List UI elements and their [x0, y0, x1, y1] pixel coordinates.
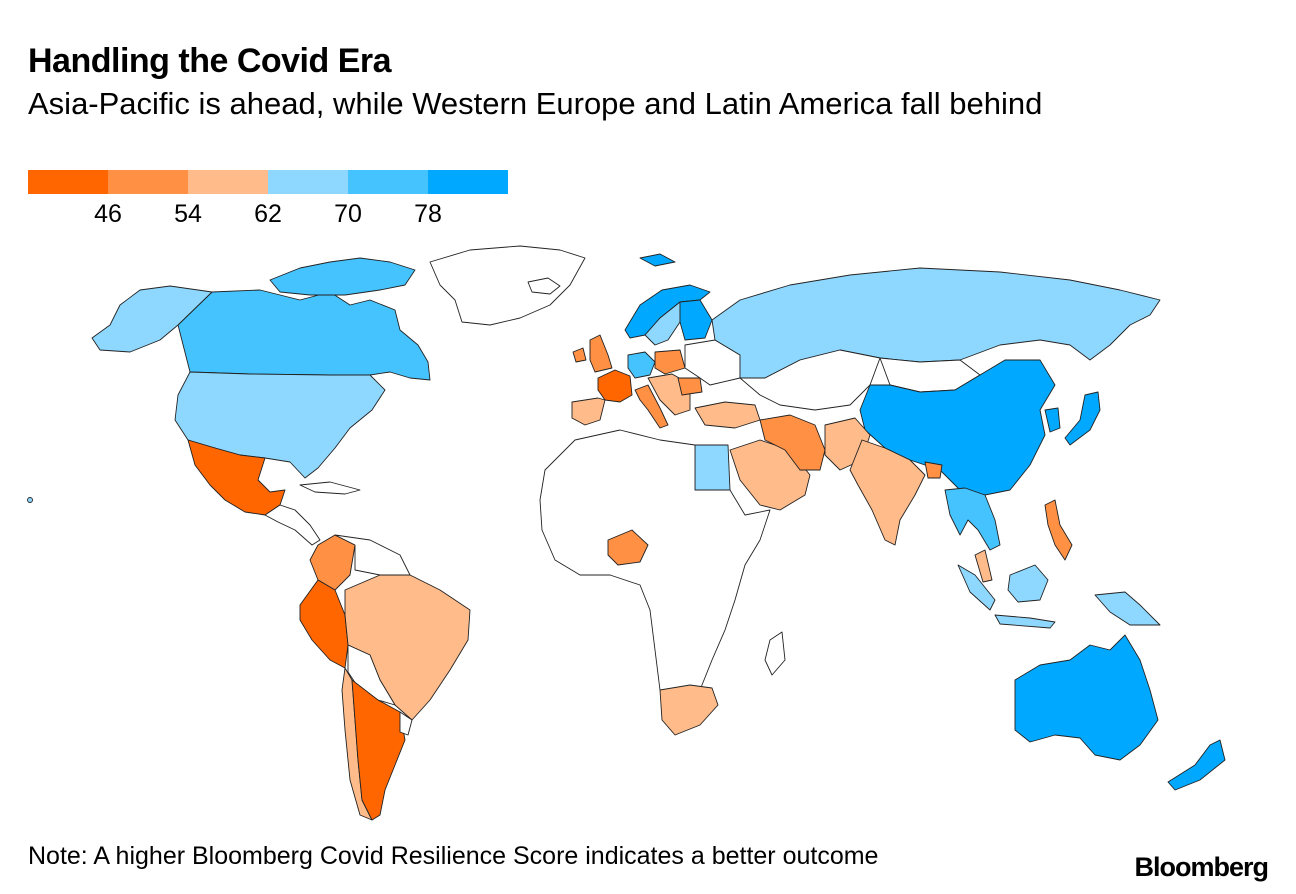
new-zealand [1167, 739, 1226, 791]
iceland [527, 277, 561, 295]
legend-swatch-5 [348, 170, 428, 194]
iran [759, 414, 826, 471]
legend-swatch-4 [268, 170, 348, 194]
india [849, 439, 926, 546]
central-america [264, 504, 321, 546]
legend-tick-2: 54 [174, 200, 202, 228]
germany [627, 351, 656, 379]
new-guinea [1094, 591, 1161, 626]
turkey [694, 401, 761, 429]
japan [1064, 391, 1101, 446]
africa [539, 429, 771, 713]
color-legend: 46 54 62 70 78 [28, 170, 508, 228]
legend-swatch-6 [428, 170, 508, 194]
legend-swatch-3 [188, 170, 268, 194]
bloomberg-logo: Bloomberg [1134, 852, 1269, 882]
uruguay [399, 711, 413, 736]
philippines [1044, 499, 1073, 561]
svalbard [639, 253, 676, 267]
peru [299, 579, 349, 669]
alaska [91, 285, 213, 353]
canada [177, 289, 431, 381]
madagascar [764, 631, 786, 676]
indonesia-sumatra [957, 564, 996, 611]
hawaii [27, 497, 33, 503]
legend-tick-3: 62 [254, 200, 282, 228]
egypt [694, 444, 731, 491]
romania [677, 377, 703, 396]
italy [634, 384, 669, 429]
ireland [572, 347, 587, 363]
mexico [187, 439, 286, 516]
indonesia-java [994, 614, 1056, 629]
legend-tick-4: 70 [334, 200, 362, 228]
world-map-svg [27, 245, 1226, 821]
south-africa [659, 684, 719, 736]
legend-tick-1: 46 [94, 200, 122, 228]
legend-bar [28, 170, 508, 194]
saudi-arabia [729, 439, 811, 511]
world-map [0, 235, 1296, 835]
poland [654, 349, 686, 375]
page-title: Handling the Covid Era [28, 42, 392, 80]
nigeria [607, 529, 649, 566]
finland [679, 299, 713, 341]
spain [571, 397, 606, 426]
south-korea [1044, 407, 1061, 433]
united-kingdom [589, 334, 613, 373]
indonesia-borneo [1007, 564, 1049, 603]
legend-tick-5: 78 [414, 200, 442, 228]
legend-swatch-1 [28, 170, 108, 194]
france [597, 369, 633, 403]
bolivia-paraguay [347, 644, 396, 706]
australia [1014, 634, 1159, 761]
legend-ticks: 46 54 62 70 78 [28, 194, 508, 228]
canada-arctic-islands [269, 257, 416, 296]
page-subtitle: Asia-Pacific is ahead, while Western Eur… [28, 86, 1043, 121]
greenland [429, 245, 586, 326]
indochina [944, 487, 1001, 551]
footnote: Note: A higher Bloomberg Covid Resilienc… [28, 842, 879, 870]
bangladesh [924, 461, 943, 479]
malaysia [974, 549, 993, 583]
argentina [351, 679, 406, 821]
legend-swatch-2 [108, 170, 188, 194]
caribbean [299, 481, 361, 495]
